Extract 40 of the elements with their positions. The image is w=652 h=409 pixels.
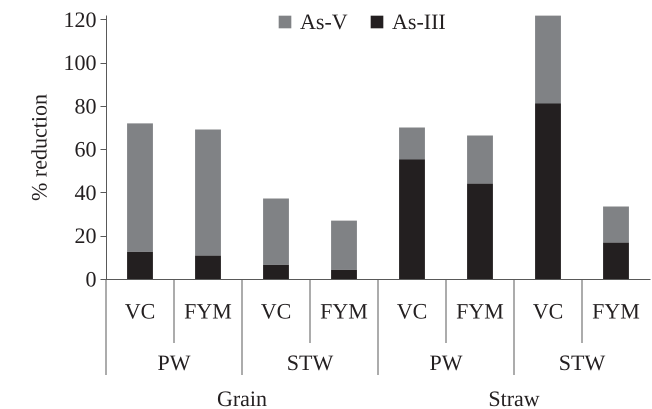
- x-tick-label: FYM: [456, 298, 504, 324]
- y-tick-label: 40: [74, 180, 96, 205]
- bar: [603, 242, 629, 279]
- y-tick-label: 0: [86, 266, 96, 292]
- bar: [603, 206, 629, 243]
- bar: [467, 136, 493, 184]
- text: PW: [158, 350, 191, 375]
- text: PW: [430, 350, 463, 375]
- text: STW: [558, 350, 606, 375]
- y-tick-label: 80: [74, 93, 96, 118]
- bar: [263, 264, 289, 279]
- text: STW: [286, 350, 334, 375]
- legend-label: As-V: [300, 9, 348, 34]
- y-tick-label: 60: [74, 136, 96, 162]
- x-tick-label: FYM: [184, 298, 232, 324]
- y-tick-label: 20: [74, 223, 96, 248]
- bar: [399, 128, 425, 160]
- bar: [195, 129, 221, 256]
- x-tick-label: FYM: [592, 298, 640, 324]
- bar: [535, 104, 561, 279]
- x-tick-label: FYM: [320, 298, 368, 324]
- bar: [127, 252, 153, 279]
- bar: [331, 270, 357, 279]
- x-tick-label: VC: [260, 298, 292, 324]
- x-tick-label: VC: [532, 298, 564, 324]
- x-tick-label: VC: [396, 298, 428, 324]
- y-axis-title: % reduction: [26, 94, 52, 201]
- y-tick-label: 120: [64, 6, 96, 32]
- text: Grain: [216, 386, 268, 409]
- bar: [331, 220, 357, 270]
- bar: [127, 123, 153, 252]
- legend-label: As-III: [392, 9, 446, 34]
- bar: [467, 184, 493, 279]
- bar: [535, 16, 561, 104]
- text: Straw: [488, 386, 540, 409]
- bar: [399, 160, 425, 279]
- bar: [263, 198, 289, 265]
- x-tick-label: VC: [124, 298, 156, 324]
- bar: [195, 256, 221, 279]
- y-tick-label: 100: [64, 50, 96, 76]
